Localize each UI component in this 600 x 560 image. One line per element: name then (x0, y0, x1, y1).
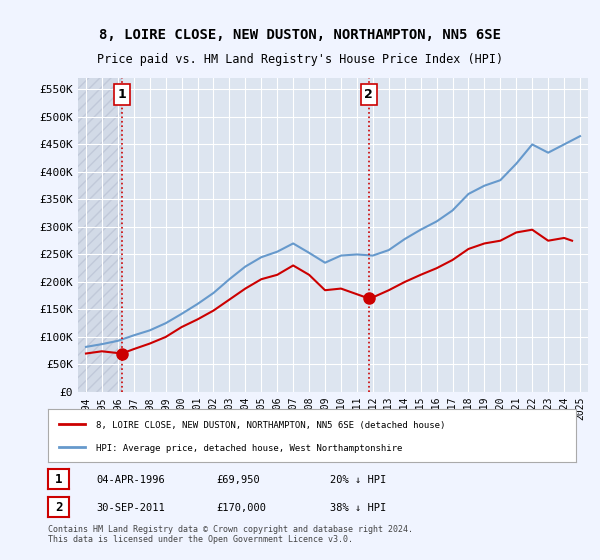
Text: 8, LOIRE CLOSE, NEW DUSTON, NORTHAMPTON, NN5 6SE (detached house): 8, LOIRE CLOSE, NEW DUSTON, NORTHAMPTON,… (95, 421, 445, 430)
Text: 8, LOIRE CLOSE, NEW DUSTON, NORTHAMPTON, NN5 6SE: 8, LOIRE CLOSE, NEW DUSTON, NORTHAMPTON,… (99, 28, 501, 42)
Bar (78, 78, 122, 392)
Text: 38% ↓ HPI: 38% ↓ HPI (330, 503, 386, 513)
Text: 04-APR-1996: 04-APR-1996 (96, 475, 165, 485)
Text: £69,950: £69,950 (216, 475, 260, 485)
Text: 1: 1 (55, 473, 62, 486)
Text: 1: 1 (118, 88, 126, 101)
Text: 30-SEP-2011: 30-SEP-2011 (96, 503, 165, 513)
Text: 2: 2 (55, 501, 62, 514)
Text: Contains HM Land Registry data © Crown copyright and database right 2024.
This d: Contains HM Land Registry data © Crown c… (48, 525, 413, 544)
Text: 2: 2 (364, 88, 373, 101)
Text: HPI: Average price, detached house, West Northamptonshire: HPI: Average price, detached house, West… (95, 444, 402, 453)
Text: Price paid vs. HM Land Registry's House Price Index (HPI): Price paid vs. HM Land Registry's House … (97, 53, 503, 66)
Text: 20% ↓ HPI: 20% ↓ HPI (330, 475, 386, 485)
Text: £170,000: £170,000 (216, 503, 266, 513)
